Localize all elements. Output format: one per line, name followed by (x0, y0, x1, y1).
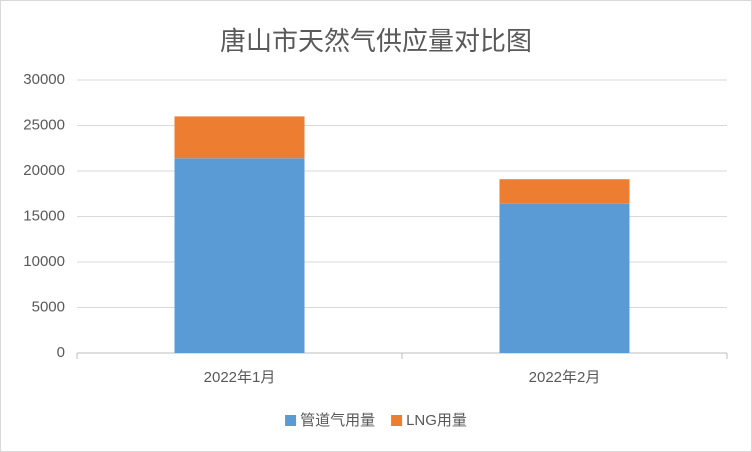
legend-label: LNG用量 (406, 412, 467, 429)
x-tick-label: 2022年1月 (204, 369, 276, 386)
legend-label: 管道气用量 (300, 412, 375, 429)
bar-segment (499, 203, 630, 353)
y-tick-label: 20000 (23, 162, 65, 179)
y-tick-label: 0 (57, 344, 65, 361)
y-tick-label: 5000 (32, 298, 65, 315)
legend: 管道气用量 LNG用量 (285, 412, 467, 429)
y-tick-label: 25000 (23, 116, 65, 133)
bar-segment (499, 179, 630, 204)
legend-swatch (285, 415, 297, 426)
y-tick-label: 15000 (23, 207, 65, 224)
x-tick-label: 2022年2月 (529, 369, 601, 386)
y-tick-label: 30000 (23, 71, 65, 88)
chart-title: 唐山市天然气供应量对比图 (220, 26, 532, 56)
bar-segment (174, 158, 305, 353)
bar-segment (174, 116, 305, 159)
y-tick-label: 10000 (23, 253, 65, 270)
legend-swatch (391, 415, 403, 426)
